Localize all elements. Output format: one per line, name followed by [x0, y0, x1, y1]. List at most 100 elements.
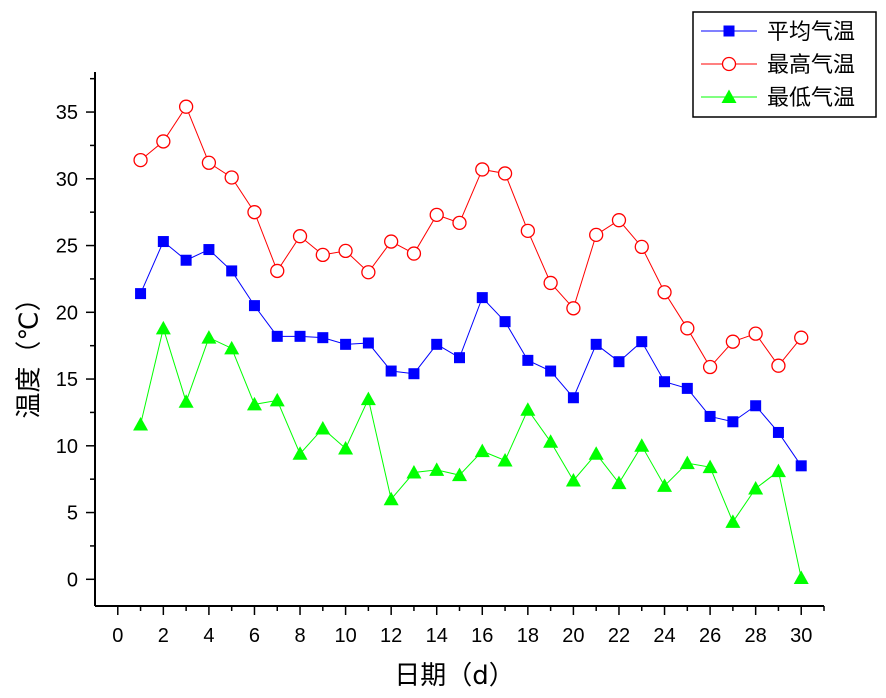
series-1-point	[362, 337, 374, 349]
series-1-point	[750, 400, 762, 412]
x-tick-label: 0	[112, 625, 123, 647]
series-2-point	[201, 155, 217, 170]
series-3-point	[269, 392, 285, 407]
series-1-point	[727, 416, 739, 428]
x-tick-label: 2	[158, 625, 169, 647]
x-tick-label: 6	[249, 625, 260, 647]
series-2-point	[338, 243, 353, 259]
series-3-point	[611, 475, 627, 490]
series-3-point	[315, 420, 331, 435]
series-1-point	[636, 336, 648, 348]
series-2-point	[475, 162, 490, 177]
x-tick-label: 28	[745, 625, 767, 647]
series-3-point	[178, 394, 194, 408]
series-2-point	[270, 263, 285, 279]
y-tick-label: 35	[56, 102, 78, 124]
series-1-point	[454, 352, 465, 364]
series-2-point	[361, 265, 376, 280]
series-2-point	[634, 239, 649, 255]
legend-label: 平均气温	[767, 20, 855, 45]
series-layer	[133, 99, 809, 584]
series-3-point	[383, 491, 399, 506]
legend-marker	[721, 56, 737, 72]
x-tick-label: 12	[380, 625, 402, 647]
series-1-point	[317, 332, 329, 344]
legend-marker	[723, 25, 735, 37]
series-1-point	[135, 288, 147, 300]
series-3-point	[246, 396, 262, 411]
series-1	[135, 236, 807, 472]
series-1-point	[613, 356, 625, 368]
series-2-point	[315, 247, 330, 263]
series-2-point	[543, 275, 558, 291]
series-2-point	[452, 215, 467, 231]
series-2-point	[497, 166, 513, 181]
series-3-point	[520, 402, 536, 416]
x-tick-label: 22	[608, 625, 630, 647]
series-3-point	[338, 440, 354, 455]
series-1-point	[681, 382, 693, 394]
series-2-point	[589, 227, 604, 243]
series-2-point	[247, 205, 262, 220]
series-2-point	[178, 99, 194, 114]
series-1-point	[795, 460, 807, 472]
series-3-point	[543, 434, 559, 448]
series-3-point	[679, 455, 695, 470]
x-tick-label: 26	[699, 625, 721, 647]
series-2-point	[771, 358, 786, 373]
x-tick-label: 20	[562, 625, 584, 647]
series-3-point	[406, 465, 422, 479]
series-3-point	[429, 462, 445, 476]
x-tick-label: 18	[517, 625, 539, 647]
series-3-point	[360, 391, 376, 406]
series-2-point	[611, 213, 627, 228]
series-1-point	[180, 254, 192, 266]
series-1-point	[590, 338, 602, 350]
series-1-point	[522, 354, 534, 366]
series-1-point	[431, 338, 443, 350]
series-1-point	[157, 236, 169, 248]
legend-label: 最高气温	[767, 53, 855, 78]
series-2-point	[224, 170, 239, 185]
x-tick-label: 30	[790, 625, 812, 647]
series-1-point	[294, 330, 306, 342]
series-3-point	[793, 570, 809, 584]
series-1-point	[476, 292, 488, 304]
series-3-point	[770, 463, 786, 478]
x-tick-label: 4	[203, 625, 214, 647]
series-2-point	[794, 330, 809, 345]
series-2-point	[406, 246, 422, 261]
x-tick-label: 14	[426, 625, 448, 647]
series-1-point	[659, 376, 671, 388]
series-3-point	[474, 443, 490, 458]
series-3-point	[133, 416, 149, 431]
series-1-point	[545, 365, 557, 377]
series-2-point	[520, 223, 535, 239]
x-axis-title: 日期（d）	[394, 661, 515, 691]
series-2-point	[657, 285, 672, 300]
y-tick-label: 15	[56, 369, 78, 391]
series-1-point	[226, 265, 238, 277]
series-3-point	[634, 438, 650, 452]
series-1-point	[499, 316, 511, 328]
series-2-point	[702, 359, 718, 375]
series-1-point	[385, 365, 397, 377]
series-1-point	[203, 244, 215, 256]
series-3-point	[702, 459, 718, 474]
series-3-point	[201, 330, 217, 344]
x-tick-label: 10	[334, 625, 356, 647]
series-3-point	[155, 320, 171, 335]
series-1-point	[772, 426, 784, 438]
series-1-point	[340, 338, 352, 350]
series-1-point	[248, 300, 260, 312]
series-1-point	[567, 392, 579, 404]
series-2-point	[384, 234, 399, 249]
series-2	[133, 99, 809, 375]
y-axis-title: 温度（℃）	[15, 285, 45, 418]
y-tick-label: 25	[56, 236, 78, 258]
series-1-point	[704, 410, 716, 422]
x-tick-label: 8	[294, 625, 305, 647]
series-2-point	[748, 326, 763, 341]
series-3-point	[497, 452, 513, 467]
